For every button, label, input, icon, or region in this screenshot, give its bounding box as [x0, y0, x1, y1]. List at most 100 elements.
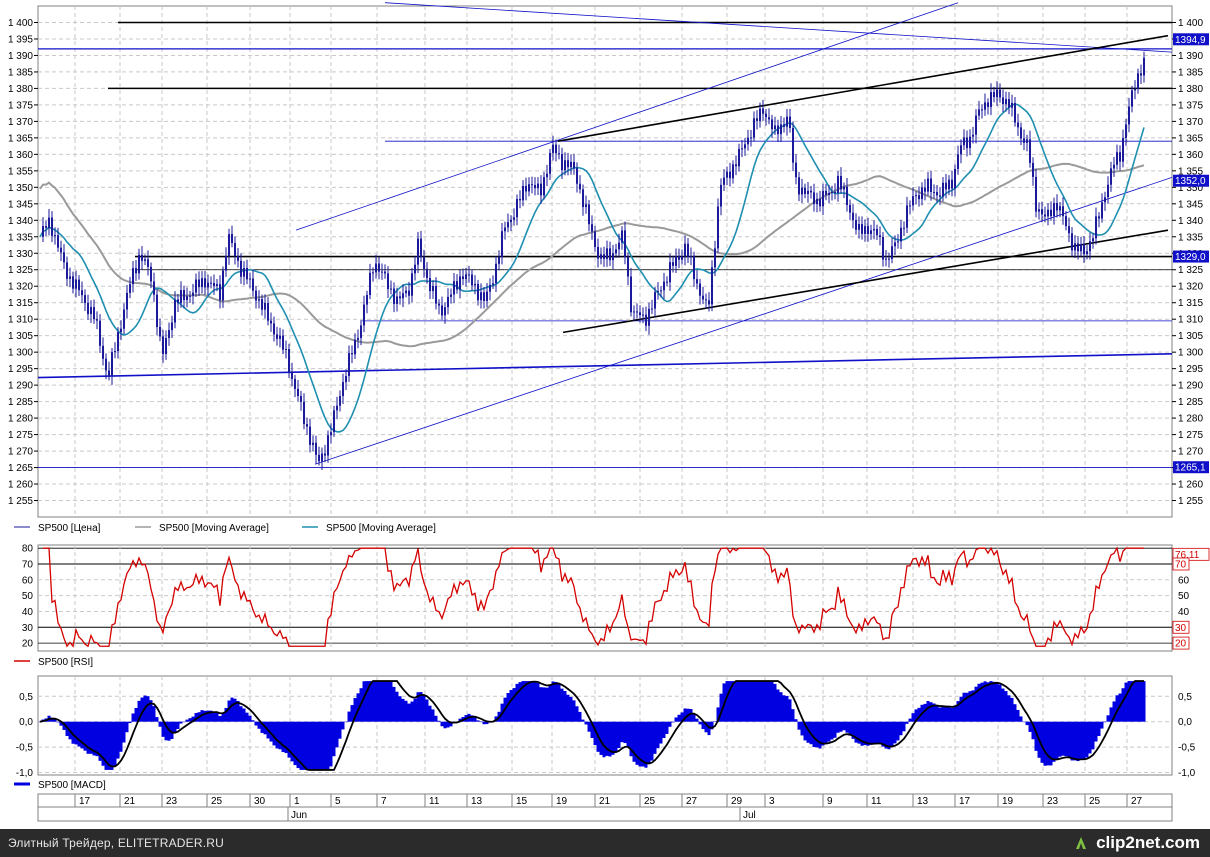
macd-bar [707, 721, 711, 736]
date-tick-label: 11 [871, 796, 882, 807]
macd-bar [1028, 721, 1032, 732]
price-bar-body [783, 124, 785, 127]
macd-bar [473, 716, 477, 722]
macd-bar [629, 721, 633, 757]
price-bar-body [1095, 216, 1097, 239]
price-bar-body [438, 303, 440, 306]
price-bar-body [951, 179, 953, 189]
macd-bar [1085, 721, 1089, 758]
macd-bar [98, 721, 102, 761]
date-tick-label: 9 [827, 796, 833, 807]
rsi-value-box [1172, 620, 1190, 634]
price-bar-body [1014, 102, 1016, 123]
macd-bar [224, 707, 228, 722]
price-bar-body [1098, 216, 1100, 219]
price-bar-body [291, 371, 293, 379]
macd-bar [440, 721, 444, 727]
macd-bar [356, 693, 360, 722]
macd-bar [779, 692, 783, 722]
rsi-series-line [43, 546, 1144, 648]
macd-bar [782, 695, 786, 722]
price-bar-body [456, 281, 458, 290]
price-bar-body [420, 238, 422, 258]
macd-bar [1127, 681, 1131, 722]
price-bar-body [453, 281, 455, 295]
macd-bar [791, 709, 795, 722]
price-bar-body [891, 246, 893, 259]
macd-bar [287, 721, 291, 758]
macd-bar [95, 721, 99, 757]
footer-bar: Элитный Трейдер, ELITETRADER.RU clip2net… [0, 829, 1210, 857]
macd-bar [944, 707, 948, 722]
price-bar-body [126, 292, 128, 310]
rsi-legend: SP500 [RSI] [14, 657, 93, 668]
price-bar-body [993, 92, 995, 98]
date-tick-label: 30 [254, 796, 266, 807]
price-bar-body [480, 292, 482, 301]
price-bar-body [789, 116, 791, 128]
macd-bar [989, 681, 993, 722]
macd-bar [386, 681, 390, 722]
macd-bar [1019, 716, 1023, 722]
macd-bar [110, 721, 114, 770]
macd-bar [1082, 721, 1086, 759]
macd-bar [257, 721, 261, 729]
macd-bar [1031, 721, 1035, 740]
macd-bar [896, 721, 900, 741]
price-tick-label-left: 1 310 [8, 315, 33, 326]
price-bar-body [888, 258, 890, 260]
macd-bar [893, 721, 897, 744]
price-bar-body [639, 312, 641, 316]
price-bar-body [69, 276, 71, 279]
price-bar-body [549, 152, 551, 174]
price-bar-body [762, 108, 764, 114]
macd-bar [1112, 701, 1116, 722]
macd-bar [1004, 691, 1008, 722]
price-bar-body [1128, 106, 1130, 125]
price-bar-body [54, 235, 56, 237]
macd-bar [863, 721, 867, 746]
macd-bar [1079, 721, 1083, 760]
macd-bar [1094, 721, 1098, 742]
macd-bar [998, 684, 1002, 722]
macd-bar [761, 681, 765, 722]
macd-bar [974, 686, 978, 722]
price-bar-body [798, 177, 800, 195]
macd-bar [1106, 715, 1110, 722]
price-bar-body [642, 314, 644, 316]
price-bar-body [390, 288, 392, 290]
macd-bar [524, 681, 528, 722]
price-bar-body [978, 109, 980, 116]
price-bar-body [531, 184, 533, 186]
macd-bar [1067, 721, 1071, 758]
macd-bar [410, 701, 414, 722]
price-bar-body [483, 292, 485, 301]
macd-bar [518, 682, 522, 722]
price-bar-body [306, 424, 308, 427]
macd-bar [239, 706, 243, 722]
macd-bar [881, 721, 885, 747]
macd-tick-label-right: -1,0 [1178, 768, 1196, 779]
macd-bar [755, 681, 759, 722]
price-bar-body [933, 191, 935, 193]
price-bar-body [471, 274, 473, 286]
price-bar-body [1041, 209, 1043, 215]
macd-bar [806, 721, 810, 743]
price-bar-body [450, 294, 452, 297]
macd-bar [965, 692, 969, 722]
macd-bar [341, 721, 345, 730]
macd-bar [560, 688, 564, 722]
price-tick-label-left: 1 365 [8, 133, 33, 144]
macd-bar [362, 681, 366, 722]
macd-bar [317, 721, 321, 770]
macd-bar [1022, 721, 1026, 723]
price-bar-body [600, 254, 602, 259]
price-bar-body [231, 234, 233, 244]
trend-line [562, 229, 1169, 334]
price-tick-label-right: 1 385 [1178, 67, 1203, 78]
macd-bar [593, 721, 597, 746]
macd-panel: 0,5 0,5 0,0 0,0 -0,5 -0,5 -1,0 -1,0 SP500 [MACD… [14, 675, 1196, 791]
price-tick-label-left: 1 290 [8, 381, 33, 392]
price-tick-label-right: 1 370 [1178, 117, 1203, 128]
